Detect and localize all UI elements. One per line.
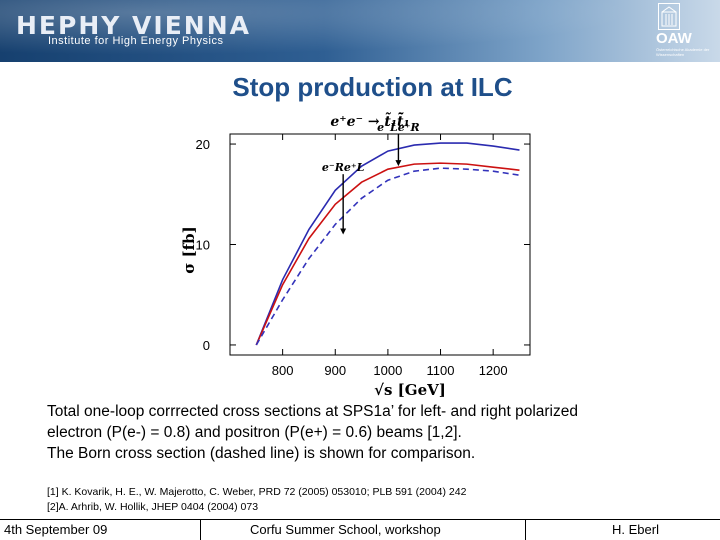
header-glow xyxy=(0,0,720,62)
figure-caption: Total one-loop corrrected cross sections… xyxy=(47,401,687,464)
footer-bar: 4th September 09 Corfu Summer School, wo… xyxy=(0,519,720,540)
x-tick-label: 1000 xyxy=(373,363,402,378)
annotation-arrowhead xyxy=(395,160,402,167)
x-tick-label: 800 xyxy=(272,363,294,378)
annotation-label: e⁻Re⁺L xyxy=(322,161,365,174)
header-banner: HEPHY VIENNA Institute for High Energy P… xyxy=(0,0,720,62)
references: [1] K. Kovarik, H. E., W. Majerotto, C. … xyxy=(47,485,466,515)
chart-svg: 0 10 20 800 900 1000 1100 1200 e⁻Le⁺R e⁻Re⁺L e⁺e⁻ … xyxy=(180,110,531,399)
x-tick-label: 900 xyxy=(324,363,346,378)
chart-title: e⁺e⁻ → t̃₁t̃̄₁ xyxy=(330,110,409,130)
y-tick-label: 0 xyxy=(203,338,210,353)
footer-event: Corfu Summer School, workshop xyxy=(250,522,441,537)
caption-line-1: Total one-loop corrrected cross sections… xyxy=(47,403,578,420)
slide-title: Stop production at ILC xyxy=(232,72,513,102)
footer-author: H. Eberl xyxy=(612,522,659,537)
x-tick-label: 1100 xyxy=(427,363,455,378)
institute-subtitle: Institute for High Energy Physics xyxy=(48,35,224,47)
footer-divider xyxy=(525,520,526,540)
oaw-logo-text: OAW xyxy=(656,30,692,47)
oaw-logo: OAW Österreichische Akademie der Wissens… xyxy=(652,3,712,59)
y-tick-label: 20 xyxy=(196,137,210,152)
caption-line-2: electron (P(e-) = 0.8) and positron (P(e… xyxy=(47,424,462,441)
x-tick-label: 1200 xyxy=(479,363,508,378)
hephy-logo-text: HEPHY VIENNA xyxy=(16,11,251,40)
oaw-emblem-icon xyxy=(658,3,680,30)
caption-line-3: The Born cross section (dashed line) is … xyxy=(47,445,476,462)
annotation-label: e⁻Le⁺R xyxy=(377,121,420,134)
footer-date: 4th September 09 xyxy=(4,522,108,537)
annotation-arrowhead xyxy=(340,228,347,235)
cross-section-chart: 0 10 20 800 900 1000 1100 1200 e⁻Le⁺R e⁻Re⁺L e⁺e⁻ … xyxy=(180,110,550,400)
plot-frame xyxy=(229,133,531,356)
series-line xyxy=(255,162,520,346)
series-line xyxy=(255,142,520,346)
y-axis-label: σ [fb] xyxy=(180,226,198,273)
reference-2: [2]A. Arhrib, W. Hollik, JHEP 0404 (2004… xyxy=(47,501,259,513)
born-series-line xyxy=(255,167,520,346)
oaw-logo-small-text: Österreichische Akademie der Wissenschaf… xyxy=(656,47,710,57)
reference-1: [1] K. Kovarik, H. E., W. Majerotto, C. … xyxy=(47,486,467,498)
footer-divider xyxy=(200,520,201,540)
x-axis-label: √s [GeV] xyxy=(374,381,446,399)
y-tick-label: 10 xyxy=(196,238,210,253)
